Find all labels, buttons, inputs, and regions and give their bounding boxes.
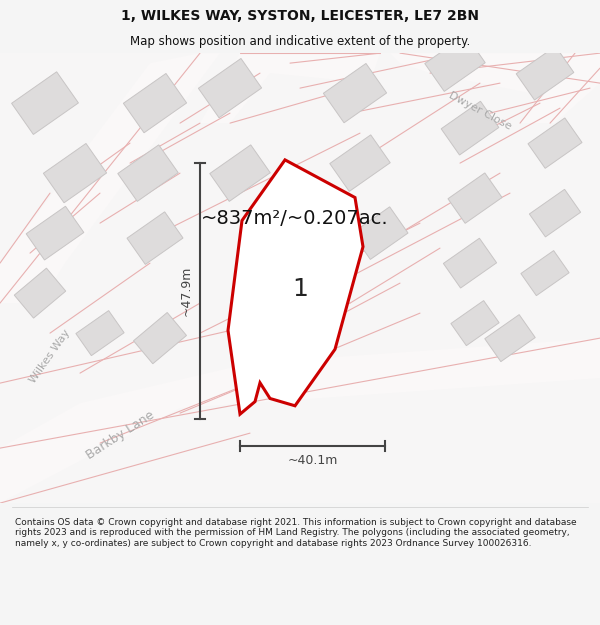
Polygon shape	[441, 101, 499, 155]
Polygon shape	[43, 144, 107, 202]
Polygon shape	[516, 46, 574, 100]
Text: ~40.1m: ~40.1m	[287, 454, 338, 467]
Polygon shape	[26, 206, 84, 260]
Polygon shape	[390, 53, 600, 93]
Text: ~47.9m: ~47.9m	[179, 266, 193, 316]
Polygon shape	[200, 53, 380, 123]
Polygon shape	[529, 189, 581, 237]
Polygon shape	[0, 338, 600, 503]
Text: 1, WILKES WAY, SYSTON, LEICESTER, LE7 2BN: 1, WILKES WAY, SYSTON, LEICESTER, LE7 2B…	[121, 9, 479, 23]
Polygon shape	[127, 212, 183, 264]
Text: Map shows position and indicative extent of the property.: Map shows position and indicative extent…	[130, 35, 470, 48]
Polygon shape	[352, 207, 408, 259]
Polygon shape	[76, 311, 124, 356]
Polygon shape	[425, 35, 485, 91]
Polygon shape	[443, 238, 497, 288]
Polygon shape	[520, 53, 600, 123]
Polygon shape	[14, 268, 66, 318]
Polygon shape	[118, 145, 178, 201]
Polygon shape	[233, 308, 287, 358]
Polygon shape	[330, 135, 390, 191]
Polygon shape	[448, 173, 502, 223]
Text: Dwyer Close: Dwyer Close	[447, 90, 513, 131]
Polygon shape	[0, 53, 600, 503]
Polygon shape	[451, 301, 499, 346]
Polygon shape	[271, 216, 329, 270]
Polygon shape	[323, 64, 386, 122]
Text: Barkby Lane: Barkby Lane	[83, 408, 157, 462]
Text: 1: 1	[292, 277, 308, 301]
Polygon shape	[210, 145, 270, 201]
Polygon shape	[521, 251, 569, 296]
Polygon shape	[228, 160, 363, 414]
Polygon shape	[0, 53, 220, 303]
Polygon shape	[124, 74, 187, 132]
Polygon shape	[134, 312, 187, 364]
Polygon shape	[485, 314, 535, 362]
Text: Contains OS data © Crown copyright and database right 2021. This information is : Contains OS data © Crown copyright and d…	[15, 518, 577, 548]
Polygon shape	[11, 72, 79, 134]
Text: Wilkes Way: Wilkes Way	[28, 328, 72, 385]
Text: ~837m²/~0.207ac.: ~837m²/~0.207ac.	[201, 209, 389, 228]
Polygon shape	[199, 59, 262, 118]
Polygon shape	[528, 118, 582, 168]
